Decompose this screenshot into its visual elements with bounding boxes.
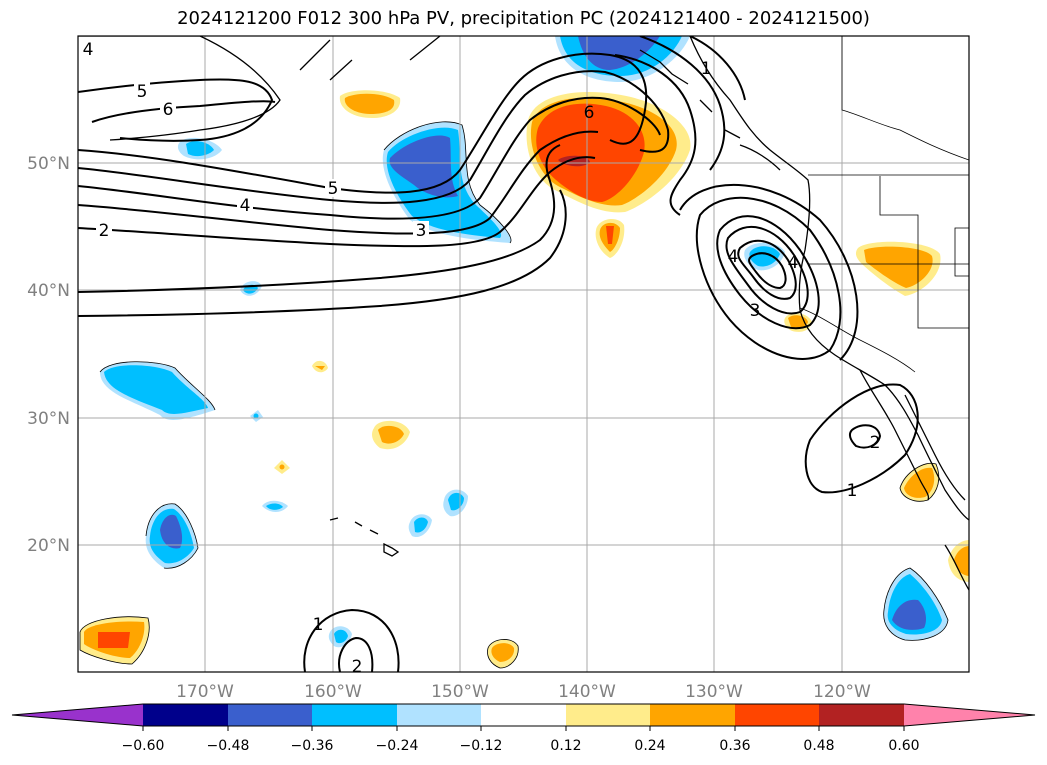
- lon-label: 140°W: [558, 682, 616, 702]
- contour-label: 6: [163, 100, 174, 120]
- lon-label: 160°W: [304, 682, 362, 702]
- contour-label: 5: [137, 82, 148, 102]
- colorbar-tick-label: 0.60: [888, 738, 919, 754]
- contour-label: 2: [870, 433, 881, 453]
- coastlines: [78, 36, 969, 591]
- colorbar-bin: [143, 704, 228, 726]
- map-area: [78, 36, 969, 672]
- colorbar-tick-label: −0.48: [207, 738, 250, 754]
- lon-label: 120°W: [813, 682, 871, 702]
- map-frame: [77, 35, 970, 673]
- contour-label: 4: [83, 40, 94, 60]
- lon-label: 150°W: [431, 682, 489, 702]
- colorbar-tick-label: 0.48: [803, 738, 834, 754]
- colorbar-bin: [481, 704, 566, 726]
- borders: [799, 36, 969, 373]
- colorbar-bin: [397, 704, 481, 726]
- contour-label: 4: [788, 253, 799, 273]
- contour-label: 1: [847, 481, 858, 501]
- graticule: [78, 36, 969, 672]
- colorbar-bin: [735, 704, 819, 726]
- colorbar-bin: [566, 704, 650, 726]
- contour-label: 5: [328, 179, 339, 199]
- colorbar-tick-label: −0.12: [460, 738, 503, 754]
- colorbar: −0.60 −0.48 −0.36 −0.24 −0.12 0.12 0.24 …: [11, 703, 1036, 754]
- lat-label: 50°N: [27, 154, 70, 174]
- colorbar-bin: [228, 704, 312, 726]
- colorbar-bin: [312, 704, 397, 726]
- lat-label: 20°N: [27, 536, 70, 556]
- contour-label: 1: [313, 615, 324, 635]
- precip-outlines: [79, 121, 949, 669]
- pv-contours: [78, 36, 919, 672]
- contour-label: 3: [750, 301, 761, 321]
- lon-label: 170°W: [176, 682, 234, 702]
- contour-label: 1: [701, 59, 712, 79]
- latitude-labels: 50°N 40°N 30°N 20°N: [27, 154, 70, 556]
- colorbar-extend-low: [12, 704, 143, 726]
- longitude-labels: 170°W 160°W 150°W 140°W 130°W 120°W: [176, 682, 871, 702]
- colorbar-tick-label: −0.36: [291, 738, 334, 754]
- lon-label: 130°W: [685, 682, 743, 702]
- contour-label: 2: [352, 657, 363, 677]
- map-title: 2024121200 F012 300 hPa PV, precipitatio…: [177, 8, 870, 29]
- colorbar-tick-label: −0.24: [376, 738, 419, 754]
- colorbar-tick-label: 0.24: [634, 738, 665, 754]
- colorbar-tick-label: −0.60: [122, 738, 165, 754]
- contour-label: 4: [240, 196, 251, 216]
- contour-label: 3: [416, 221, 427, 241]
- contour-labels: 5 6 5 4 2 3 6 4 3 4 1 2 1 1 2 4: [83, 40, 881, 677]
- colorbar-tick-label: 0.12: [550, 738, 581, 754]
- colorbar-bin: [819, 704, 904, 726]
- contour-label: 6: [584, 103, 595, 123]
- contour-label: 2: [99, 221, 110, 241]
- colorbar-tick-label: 0.36: [719, 738, 750, 754]
- lat-label: 30°N: [27, 409, 70, 429]
- contour-label: 4: [728, 247, 739, 267]
- colorbar-extend-high: [904, 704, 1035, 726]
- lat-label: 40°N: [27, 281, 70, 301]
- precip-shading: [80, 36, 969, 668]
- colorbar-bin: [650, 704, 735, 726]
